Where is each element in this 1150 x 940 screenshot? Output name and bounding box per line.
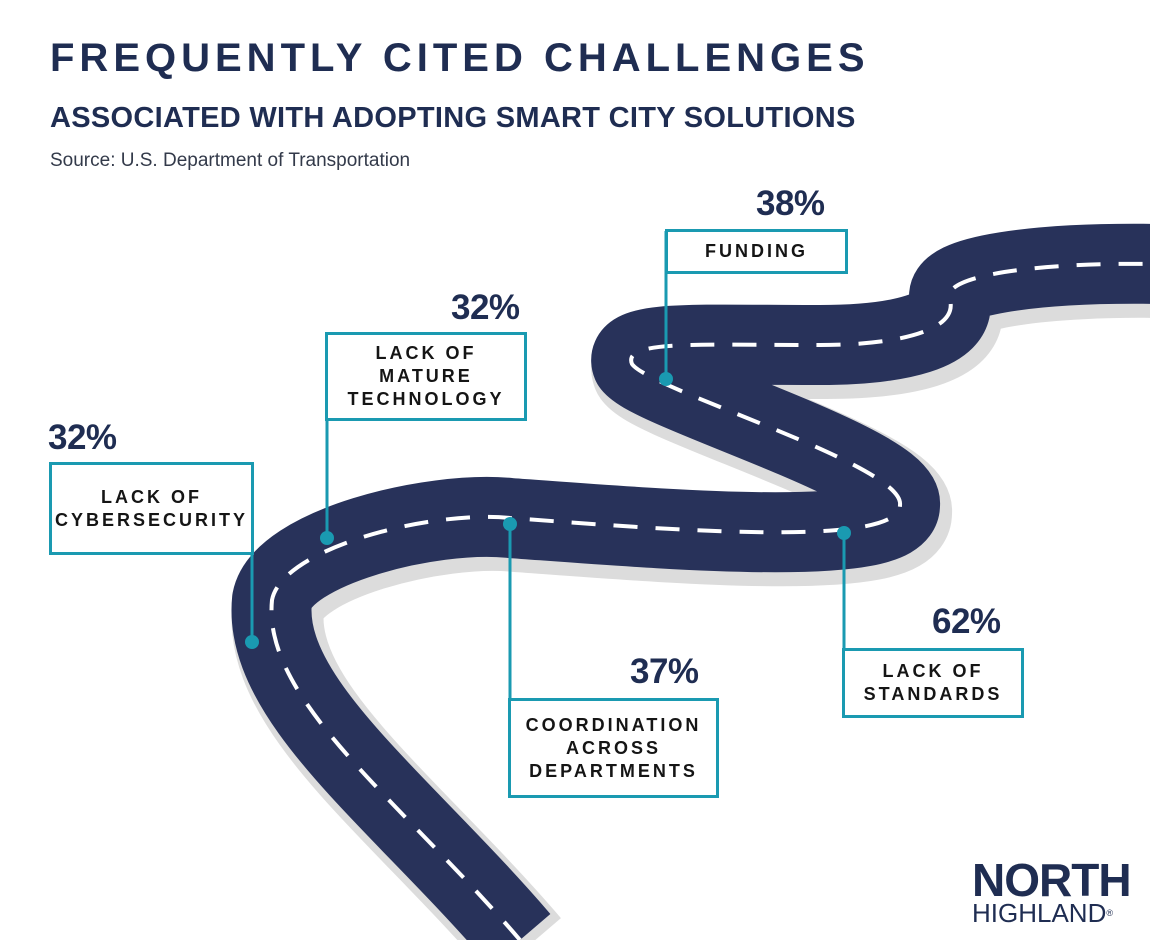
road-lane-markings: [269, 261, 1150, 940]
page-subtitle: ASSOCIATED WITH ADOPTING SMART CITY SOLU…: [50, 102, 856, 134]
percent-funding: 38%: [756, 184, 825, 223]
marker-dot-coordination: [503, 517, 517, 531]
percent-coordination: 37%: [630, 652, 699, 691]
label-standards: LACK OF STANDARDS: [863, 661, 1003, 704]
page-title: FREQUENTLY CITED CHALLENGES: [50, 36, 870, 80]
label-funding: FUNDING: [705, 241, 808, 261]
marker-dot-funding: [659, 372, 673, 386]
marker-dot-standards: [837, 526, 851, 540]
percent-standards: 62%: [932, 602, 1001, 641]
label-mature-technology: LACK OF MATURE TECHNOLOGY: [347, 343, 505, 409]
north-highland-logo: NORTH HIGHLAND®: [972, 854, 1132, 928]
logo-north-text: NORTH: [972, 854, 1132, 906]
label-coordination: COORDINATION ACROSS DEPARTMENTS: [525, 714, 702, 781]
percent-cybersecurity: 32%: [48, 418, 117, 457]
logo-highland-text: HIGHLAND: [972, 898, 1107, 928]
source-note: Source: U.S. Department of Transportatio…: [50, 150, 411, 171]
percent-mature-technology: 32%: [451, 288, 520, 327]
label-box-mature-technology: LACK OF MATURE TECHNOLOGY: [325, 332, 527, 421]
label-box-coordination: COORDINATION ACROSS DEPARTMENTS: [508, 698, 719, 798]
marker-dot-cybersecurity: [245, 635, 259, 649]
marker-dot-mature-technology: [320, 531, 334, 545]
logo-registered-mark: ®: [1106, 908, 1113, 918]
label-box-cybersecurity: LACK OF CYBERSECURITY: [49, 462, 254, 555]
label-box-standards: LACK OF STANDARDS: [842, 648, 1024, 718]
label-cybersecurity: LACK OF CYBERSECURITY: [54, 486, 249, 530]
label-box-funding: FUNDING: [665, 229, 848, 274]
